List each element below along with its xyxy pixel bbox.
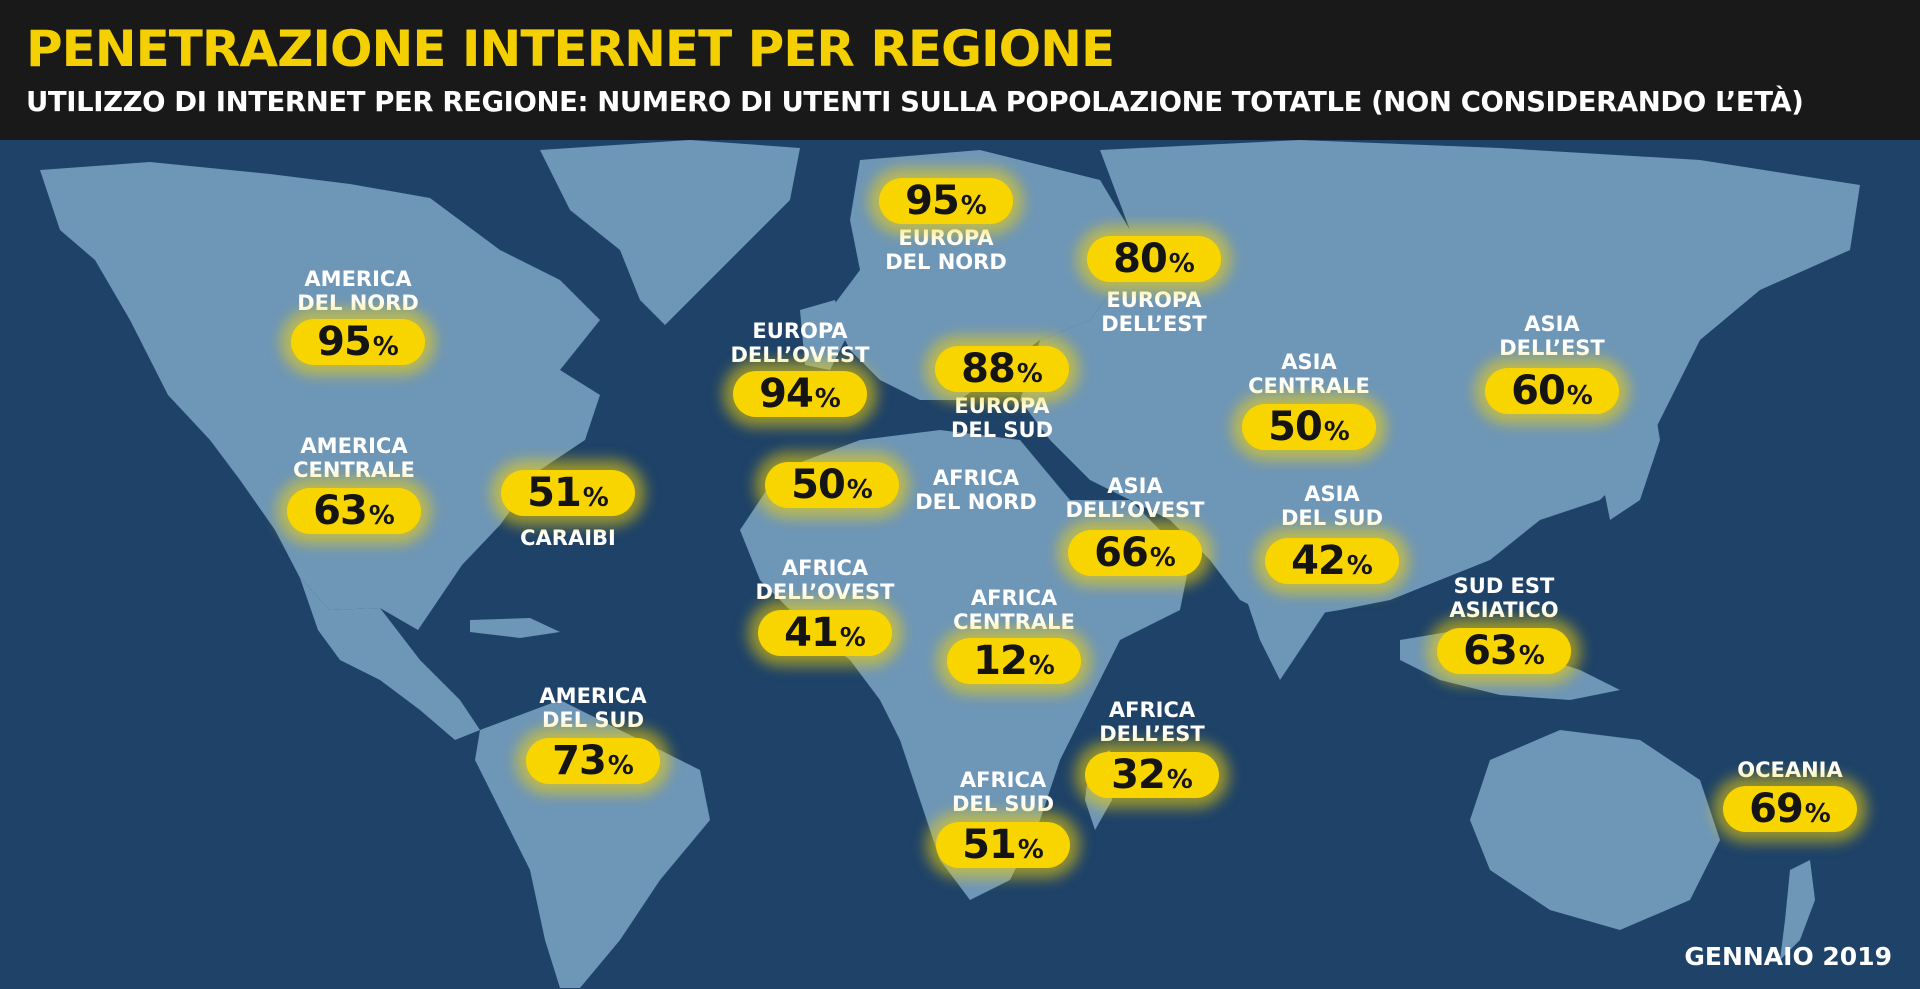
page-title: PENETRAZIONE INTERNET PER REGIONE bbox=[26, 20, 1115, 78]
percent-sign: % bbox=[1566, 381, 1593, 411]
region-label: CARAIBI bbox=[520, 526, 616, 550]
percent-value: 51 bbox=[962, 822, 1017, 868]
percent-badge: 73% bbox=[526, 738, 660, 784]
percent-badge: 63% bbox=[1437, 628, 1571, 674]
percent-badge: 63% bbox=[287, 488, 421, 534]
percent-value: 66 bbox=[1094, 530, 1149, 576]
percent-value: 60 bbox=[1511, 368, 1566, 414]
region-label: ASIA DELL’OVEST bbox=[1065, 474, 1205, 522]
percent-badge: 41% bbox=[758, 610, 892, 656]
percent-value: 32 bbox=[1111, 752, 1166, 798]
percent-value: 51 bbox=[527, 470, 582, 516]
percent-sign: % bbox=[582, 483, 609, 513]
percent-value: 95 bbox=[317, 319, 372, 365]
percent-sign: % bbox=[814, 384, 841, 414]
region-label: EUROPA DEL SUD bbox=[950, 394, 1054, 442]
percent-badge: 50% bbox=[765, 462, 899, 508]
percent-value: 69 bbox=[1749, 786, 1804, 832]
landmass-asia bbox=[1020, 140, 1860, 620]
landmass-greenland bbox=[540, 140, 800, 325]
region-label: AMERICA CENTRALE bbox=[293, 434, 415, 482]
percent-sign: % bbox=[1017, 835, 1044, 865]
percent-sign: % bbox=[1016, 359, 1043, 389]
percent-badge: 95% bbox=[879, 178, 1013, 224]
percent-badge: 88% bbox=[935, 346, 1069, 392]
percent-badge: 50% bbox=[1242, 404, 1376, 450]
percent-badge: 51% bbox=[936, 822, 1070, 868]
percent-sign: % bbox=[839, 623, 866, 653]
landmass-central-america bbox=[300, 578, 480, 740]
percent-badge: 66% bbox=[1068, 530, 1202, 576]
percent-value: 80 bbox=[1113, 236, 1168, 282]
landmass-australia bbox=[1470, 730, 1720, 930]
landmass-africa bbox=[740, 430, 1120, 900]
percent-value: 50 bbox=[1268, 404, 1323, 450]
percent-value: 63 bbox=[1463, 628, 1518, 674]
landmass-uk bbox=[800, 300, 845, 370]
percent-value: 73 bbox=[552, 738, 607, 784]
percent-sign: % bbox=[1168, 249, 1195, 279]
percent-sign: % bbox=[1804, 799, 1831, 829]
percent-sign: % bbox=[372, 332, 399, 362]
region-label: AFRICA DELL’OVEST bbox=[755, 556, 895, 604]
region-label-africa-del-nord: AFRICA DEL NORD bbox=[915, 466, 1037, 514]
percent-sign: % bbox=[1149, 543, 1176, 573]
region-label: AFRICA DEL SUD bbox=[951, 768, 1055, 816]
region-label: ASIA DEL SUD bbox=[1280, 482, 1384, 530]
percent-value: 41 bbox=[784, 610, 839, 656]
percent-badge: 60% bbox=[1485, 368, 1619, 414]
region-label: AMERICA DEL SUD bbox=[539, 684, 647, 732]
landmass-new-zealand bbox=[1780, 860, 1815, 960]
percent-sign: % bbox=[960, 191, 987, 221]
percent-value: 88 bbox=[961, 346, 1016, 392]
region-label: EUROPA DEL NORD bbox=[885, 226, 1007, 274]
percent-badge: 32% bbox=[1085, 752, 1219, 798]
percent-value: 12 bbox=[973, 638, 1028, 684]
region-label: OCEANIA bbox=[1737, 758, 1843, 782]
percent-value: 95 bbox=[905, 178, 960, 224]
percent-value: 63 bbox=[313, 488, 368, 534]
region-label: EUROPA DELL’OVEST bbox=[730, 319, 870, 367]
region-label: SUD EST ASIATICO bbox=[1449, 574, 1559, 622]
percent-badge: 12% bbox=[947, 638, 1081, 684]
date-label: GENNAIO 2019 bbox=[1684, 942, 1892, 971]
percent-badge: 42% bbox=[1265, 538, 1399, 584]
header-bar: PENETRAZIONE INTERNET PER REGIONE UTILIZ… bbox=[0, 0, 1920, 140]
percent-badge: 69% bbox=[1723, 786, 1857, 832]
world-map: AMERICA DEL NORD 95% AMERICA CENTRALE 63… bbox=[0, 140, 1920, 989]
landmass-caribbean bbox=[470, 618, 560, 638]
percent-sign: % bbox=[1346, 551, 1373, 581]
percent-value: 94 bbox=[759, 371, 814, 417]
region-label: EUROPA DELL’EST bbox=[1101, 288, 1207, 336]
percent-value: 50 bbox=[791, 462, 846, 508]
percent-badge: 94% bbox=[733, 371, 867, 417]
percent-sign: % bbox=[368, 501, 395, 531]
percent-badge: 95% bbox=[291, 319, 425, 365]
percent-value: 42 bbox=[1291, 538, 1346, 584]
percent-badge: 80% bbox=[1087, 236, 1221, 282]
region-label: AFRICA CENTRALE bbox=[953, 586, 1075, 634]
percent-sign: % bbox=[846, 475, 873, 505]
page-subtitle: UTILIZZO DI INTERNET PER REGIONE: NUMERO… bbox=[26, 86, 1804, 118]
region-label: AMERICA DEL NORD bbox=[297, 267, 419, 315]
percent-sign: % bbox=[1323, 417, 1350, 447]
percent-sign: % bbox=[607, 751, 634, 781]
percent-badge: 51% bbox=[501, 470, 635, 516]
percent-sign: % bbox=[1028, 651, 1055, 681]
landmass-japan bbox=[1600, 380, 1660, 520]
percent-sign: % bbox=[1166, 765, 1193, 795]
region-label: AFRICA DELL’EST bbox=[1099, 698, 1205, 746]
landmass-north-america bbox=[40, 162, 600, 630]
region-label: ASIA CENTRALE bbox=[1248, 350, 1370, 398]
region-label: ASIA DELL’EST bbox=[1499, 312, 1605, 360]
percent-sign: % bbox=[1518, 641, 1545, 671]
